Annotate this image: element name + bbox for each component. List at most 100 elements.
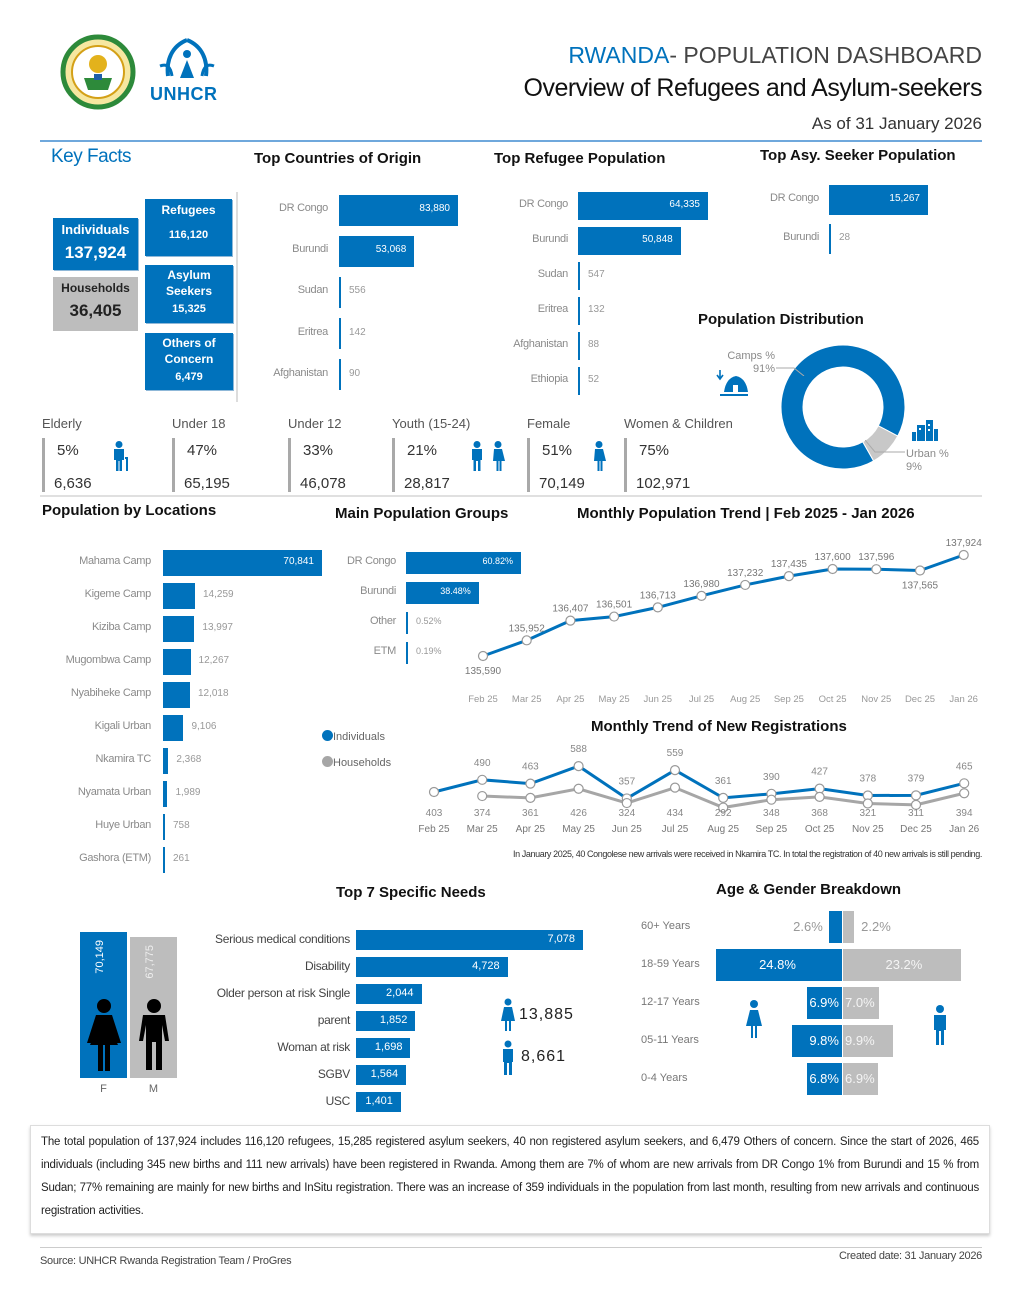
trend-value-label: 137,232 xyxy=(727,568,764,579)
groups-value-label: 38.48% xyxy=(440,586,471,596)
registrations-value-label: 292 xyxy=(715,808,732,819)
refugee-category-label: Ethiopia xyxy=(530,373,569,385)
stat-box-2: 33% 46,078 xyxy=(288,438,391,492)
age-axis xyxy=(842,907,843,1097)
trend-x-label: Apr 25 xyxy=(556,694,584,705)
stats-divider xyxy=(40,495,982,497)
age-category-label: 05-11 Years xyxy=(641,1034,699,1046)
female-stat-icon xyxy=(594,441,606,471)
refugee-value-label: 50,848 xyxy=(642,234,673,245)
stat-percent: 51% xyxy=(542,442,573,459)
locations-category-label: Kigeme Camp xyxy=(84,588,152,600)
groups-bar xyxy=(406,642,408,664)
needs-bar xyxy=(356,1011,416,1031)
age-category-label: 0-4 Years xyxy=(641,1072,688,1084)
registrations-point xyxy=(477,774,488,785)
age-male-value: 6.9% xyxy=(845,1071,875,1086)
trend-point xyxy=(871,564,882,575)
locations-bar xyxy=(163,748,169,774)
asylum-chart-title: Top Asy. Seeker Population xyxy=(760,147,956,164)
refugees-value: 116,120 xyxy=(168,229,209,241)
trend-point xyxy=(827,563,838,575)
trend-x-label: Feb 25 xyxy=(468,694,498,705)
locations-value-label: 1,989 xyxy=(175,787,201,798)
registrations-point xyxy=(573,783,584,794)
registrations-value-label: 403 xyxy=(426,808,443,819)
stat-box-0: 5% 6,636 xyxy=(42,438,145,492)
trend-point xyxy=(783,571,794,582)
trend-point xyxy=(652,602,663,613)
age-male-value: 2.2% xyxy=(861,919,891,934)
stat-box-4: 51% 70,149 xyxy=(527,438,630,492)
stat-count: 70,149 xyxy=(539,475,585,492)
registrations-point xyxy=(959,778,970,789)
trend-point xyxy=(914,565,926,576)
locations-category-label: Huye Urban xyxy=(95,819,151,831)
origin-value-label: 83,880 xyxy=(419,203,450,214)
groups-category-label: Other xyxy=(369,615,396,627)
refugee-category-label: Burundi xyxy=(532,233,568,245)
asylum-value-label: 28 xyxy=(839,232,851,243)
camps-value: 91% xyxy=(752,363,775,375)
locations-bar xyxy=(163,682,190,708)
summary-text: The total population of 137,924 includes… xyxy=(30,1125,990,1234)
needs-bar xyxy=(356,984,422,1004)
stat-count: 6,636 xyxy=(54,475,92,492)
trend-point xyxy=(477,650,489,662)
registrations-x-label: Jun 25 xyxy=(612,824,642,835)
locations-category-label: Gashora (ETM) xyxy=(79,852,151,864)
registrations-value-label: 378 xyxy=(859,774,876,785)
stat-percent: 33% xyxy=(303,442,334,459)
age-female-value: 6.8% xyxy=(809,1071,839,1086)
stat-percent: 21% xyxy=(407,442,438,459)
registrations-point xyxy=(669,782,681,793)
trend-line xyxy=(482,553,965,658)
refugee-value-label: 52 xyxy=(588,374,600,385)
locations-bar xyxy=(163,847,165,873)
origin-chart-title: Top Countries of Origin xyxy=(254,150,422,167)
registrations-value-label: 361 xyxy=(522,808,539,819)
age-male-bar xyxy=(843,987,879,1019)
registrations-value-label: 390 xyxy=(763,772,780,783)
title-country: RWANDA xyxy=(568,42,670,68)
distribution-donut xyxy=(780,344,906,470)
youth-male-icon xyxy=(472,441,482,471)
age-female-bar xyxy=(792,1025,842,1057)
households-label: Households xyxy=(61,281,130,295)
created-date: Created date: 31 January 2026 xyxy=(839,1250,982,1262)
age-category-label: 18-59 Years xyxy=(641,958,700,970)
female-needs-count: 13,885 xyxy=(519,1006,574,1023)
needs-category-label: parent xyxy=(317,1013,351,1027)
groups-value-label: 60.82% xyxy=(482,556,513,566)
refugee-category-label: DR Congo xyxy=(519,198,568,210)
locations-bar xyxy=(163,583,195,609)
legend-swatch-blue xyxy=(322,730,333,741)
stat-label: Elderly xyxy=(42,416,82,431)
needs-value-label: 1,852 xyxy=(379,1014,408,1026)
age-female-bar xyxy=(716,949,842,981)
registrations-point xyxy=(814,791,825,803)
trend-point xyxy=(565,615,576,626)
needs-bar xyxy=(356,1092,401,1112)
stat-count: 102,971 xyxy=(636,475,691,492)
groups-category-label: ETM xyxy=(373,645,397,657)
registrations-value-label: 394 xyxy=(956,808,973,819)
age-female-value: 2.6% xyxy=(793,919,823,934)
trend-x-label: Jul 25 xyxy=(689,694,714,705)
stat-label: Under 12 xyxy=(288,416,342,431)
trend-value-label: 137,600 xyxy=(815,552,852,563)
stat-count: 28,817 xyxy=(404,475,450,492)
urban-value: 9% xyxy=(906,461,922,473)
urban-leader-line xyxy=(865,440,905,453)
registrations-x-label: Feb 25 xyxy=(418,824,450,835)
asylum-category-label: Burundi xyxy=(783,231,819,243)
stat-label: Under 18 xyxy=(172,416,226,431)
age-female-value: 9.8% xyxy=(809,1033,839,1048)
locations-value-label: 12,018 xyxy=(197,688,229,699)
origin-bar xyxy=(339,318,341,350)
trend-x-label: Aug 25 xyxy=(730,694,760,705)
locations-value-label: 9,106 xyxy=(191,721,217,732)
needs-value-label: 4,728 xyxy=(472,960,500,972)
trend-point xyxy=(696,590,707,601)
trend-value-label: 136,980 xyxy=(683,579,720,590)
